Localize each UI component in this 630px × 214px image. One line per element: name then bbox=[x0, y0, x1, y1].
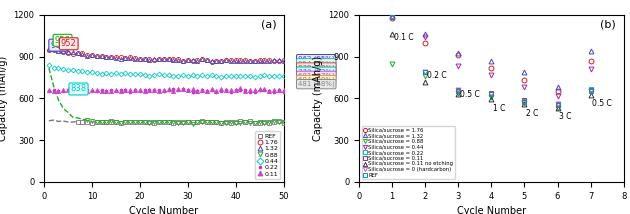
Text: 3 C: 3 C bbox=[559, 112, 571, 121]
Text: 0.5 C: 0.5 C bbox=[460, 90, 479, 99]
Text: 903: 903 bbox=[50, 41, 66, 50]
Text: (b): (b) bbox=[600, 20, 616, 30]
Text: 839 (88%): 839 (88%) bbox=[298, 64, 335, 71]
Text: 0.1 C: 0.1 C bbox=[394, 33, 413, 42]
Text: 2 C: 2 C bbox=[526, 109, 539, 118]
Text: (a): (a) bbox=[261, 20, 277, 30]
Text: 684 (98%): 684 (98%) bbox=[298, 77, 335, 83]
Text: 854 (89%): 854 (89%) bbox=[298, 60, 335, 67]
Text: 0.5 C: 0.5 C bbox=[592, 99, 612, 108]
Legend: Silica/sucrose = 1.76, Silica/sucrose = 1.32, Silica/sucrose = 0.88, Silica/sucr: Silica/sucrose = 1.76, Silica/sucrose = … bbox=[362, 126, 455, 179]
Legend: REF, 1.76, 1.32, 0.88, 0.44, 0.22, 0.11: REF, 1.76, 1.32, 0.88, 0.44, 0.22, 0.11 bbox=[255, 131, 280, 179]
X-axis label: Cycle Number: Cycle Number bbox=[129, 206, 198, 214]
Text: 1 C: 1 C bbox=[493, 104, 505, 113]
Y-axis label: Capacity (mAh/g): Capacity (mAh/g) bbox=[0, 56, 8, 141]
Text: 681 (97%): 681 (97%) bbox=[298, 73, 335, 79]
Y-axis label: Capacity (mAh/g): Capacity (mAh/g) bbox=[313, 56, 323, 141]
Text: 956: 956 bbox=[55, 36, 71, 45]
Text: 838: 838 bbox=[71, 85, 86, 94]
Text: 862 (95%): 862 (95%) bbox=[298, 56, 335, 62]
Text: 952: 952 bbox=[61, 39, 77, 48]
Text: 770 (92%): 770 (92%) bbox=[298, 68, 335, 75]
X-axis label: Cycle Number: Cycle Number bbox=[457, 206, 526, 214]
Text: 481 (68%): 481 (68%) bbox=[298, 81, 335, 88]
Text: 0.2 C: 0.2 C bbox=[427, 71, 447, 80]
